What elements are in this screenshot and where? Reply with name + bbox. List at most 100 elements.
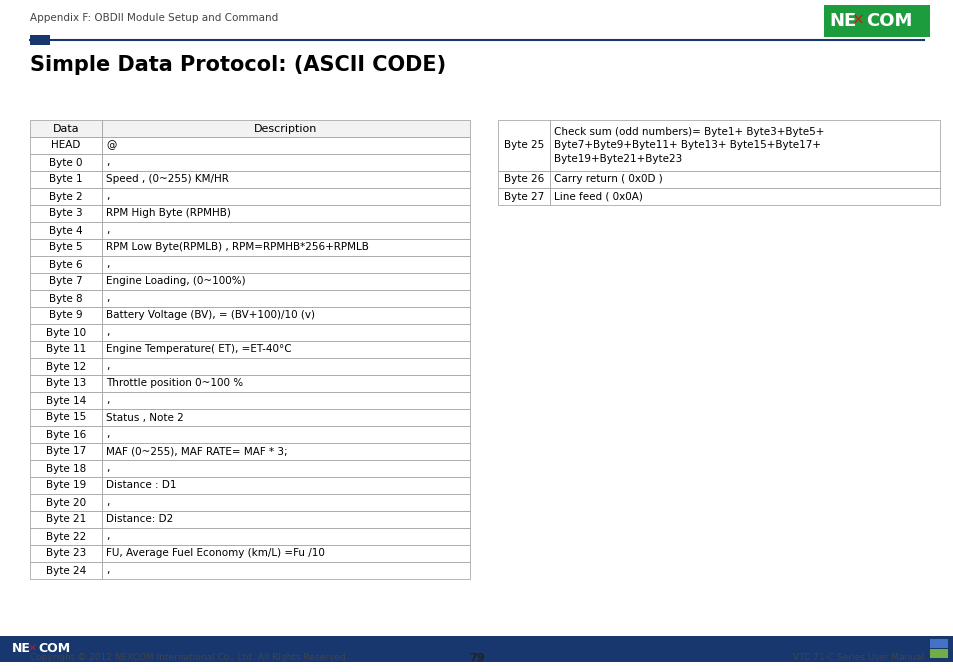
- Bar: [102, 171, 470, 188]
- Bar: [30, 239, 102, 256]
- Bar: [102, 409, 470, 426]
- Text: Distance: D2: Distance: D2: [106, 515, 173, 525]
- Bar: [102, 273, 470, 290]
- Text: ,: ,: [106, 192, 110, 202]
- Bar: [102, 477, 470, 494]
- Bar: [102, 188, 470, 205]
- Text: Byte 15: Byte 15: [46, 413, 86, 423]
- Text: Byte 20: Byte 20: [46, 497, 86, 507]
- Bar: [30, 154, 102, 171]
- Text: Appendix F: OBDII Module Setup and Command: Appendix F: OBDII Module Setup and Comma…: [30, 13, 278, 23]
- Text: Line feed ( 0x0A): Line feed ( 0x0A): [554, 192, 642, 202]
- Bar: [30, 290, 102, 307]
- Text: ,: ,: [106, 429, 110, 439]
- Text: Byte 7: Byte 7: [50, 276, 83, 286]
- Text: Carry return ( 0x0D ): Carry return ( 0x0D ): [554, 175, 662, 185]
- Bar: [30, 545, 102, 562]
- Bar: [823, 5, 929, 37]
- Bar: [30, 188, 102, 205]
- Text: Byte 11: Byte 11: [46, 345, 86, 355]
- Text: 79: 79: [469, 653, 484, 663]
- Bar: [102, 239, 470, 256]
- Bar: [102, 443, 470, 460]
- Bar: [102, 494, 470, 511]
- Text: Byte 9: Byte 9: [50, 310, 83, 321]
- Bar: [30, 477, 102, 494]
- Text: Battery Voltage (BV), = (BV+100)/10 (v): Battery Voltage (BV), = (BV+100)/10 (v): [106, 310, 314, 321]
- Bar: [102, 358, 470, 375]
- Text: Byte 19: Byte 19: [46, 480, 86, 491]
- Text: Byte 27: Byte 27: [503, 192, 543, 202]
- Bar: [30, 358, 102, 375]
- Bar: [30, 528, 102, 545]
- Bar: [102, 120, 470, 137]
- Text: ,: ,: [106, 294, 110, 304]
- Bar: [102, 324, 470, 341]
- Bar: [30, 307, 102, 324]
- Text: Description: Description: [254, 124, 317, 134]
- Text: Engine Loading, (0~100%): Engine Loading, (0~100%): [106, 276, 245, 286]
- Text: Throttle position 0~100 %: Throttle position 0~100 %: [106, 378, 243, 388]
- Bar: [30, 341, 102, 358]
- Text: RPM High Byte (RPMHB): RPM High Byte (RPMHB): [106, 208, 231, 218]
- Text: ,: ,: [106, 464, 110, 474]
- Text: MAF (0~255), MAF RATE= MAF * 3;: MAF (0~255), MAF RATE= MAF * 3;: [106, 446, 287, 456]
- Bar: [102, 426, 470, 443]
- Text: Byte 10: Byte 10: [46, 327, 86, 337]
- Bar: [102, 290, 470, 307]
- Bar: [30, 137, 102, 154]
- Text: Status , Note 2: Status , Note 2: [106, 413, 184, 423]
- Text: Byte 24: Byte 24: [46, 566, 86, 575]
- Text: ,: ,: [106, 157, 110, 167]
- Bar: [102, 154, 470, 171]
- Text: Byte 18: Byte 18: [46, 464, 86, 474]
- Text: Byte 5: Byte 5: [50, 243, 83, 253]
- Text: ×: ×: [851, 13, 863, 28]
- Bar: [102, 460, 470, 477]
- Bar: [30, 409, 102, 426]
- Text: Byte 23: Byte 23: [46, 548, 86, 558]
- Bar: [550, 171, 939, 188]
- Text: ,: ,: [106, 327, 110, 337]
- Text: VTC 71-C Series User Manual: VTC 71-C Series User Manual: [792, 653, 923, 663]
- Bar: [929, 639, 947, 648]
- Text: Byte 2: Byte 2: [50, 192, 83, 202]
- Text: ,: ,: [106, 532, 110, 542]
- Bar: [102, 545, 470, 562]
- Bar: [102, 205, 470, 222]
- Bar: [102, 511, 470, 528]
- Bar: [30, 273, 102, 290]
- Text: Engine Temperature( ET), =ET-40°C: Engine Temperature( ET), =ET-40°C: [106, 345, 292, 355]
- Bar: [30, 222, 102, 239]
- Bar: [0, 636, 953, 662]
- Bar: [30, 205, 102, 222]
- Bar: [497, 120, 550, 171]
- Bar: [30, 494, 102, 511]
- Text: ,: ,: [106, 259, 110, 269]
- Bar: [102, 341, 470, 358]
- Text: COM: COM: [865, 12, 911, 30]
- Text: Byte 12: Byte 12: [46, 362, 86, 372]
- Text: Byte 16: Byte 16: [46, 429, 86, 439]
- Bar: [102, 528, 470, 545]
- Text: ,: ,: [106, 226, 110, 235]
- Text: Check sum (odd numbers)= Byte1+ Byte3+Byte5+
Byte7+Byte9+Byte11+ Byte13+ Byte15+: Check sum (odd numbers)= Byte1+ Byte3+By…: [554, 127, 823, 164]
- Text: HEAD: HEAD: [51, 140, 81, 151]
- Text: NE: NE: [828, 12, 856, 30]
- Bar: [550, 120, 939, 171]
- Bar: [30, 256, 102, 273]
- Text: Byte 25: Byte 25: [503, 140, 543, 151]
- Text: Distance : D1: Distance : D1: [106, 480, 176, 491]
- Text: Byte 26: Byte 26: [503, 175, 543, 185]
- Text: Simple Data Protocol: (ASCII CODE): Simple Data Protocol: (ASCII CODE): [30, 55, 446, 75]
- Text: Byte 0: Byte 0: [50, 157, 83, 167]
- Bar: [497, 188, 550, 205]
- Bar: [30, 460, 102, 477]
- Text: Speed , (0~255) KM/HR: Speed , (0~255) KM/HR: [106, 175, 229, 185]
- Text: Byte 13: Byte 13: [46, 378, 86, 388]
- Text: Byte 22: Byte 22: [46, 532, 86, 542]
- Bar: [30, 426, 102, 443]
- Text: Byte 8: Byte 8: [50, 294, 83, 304]
- Bar: [30, 171, 102, 188]
- Bar: [30, 120, 102, 137]
